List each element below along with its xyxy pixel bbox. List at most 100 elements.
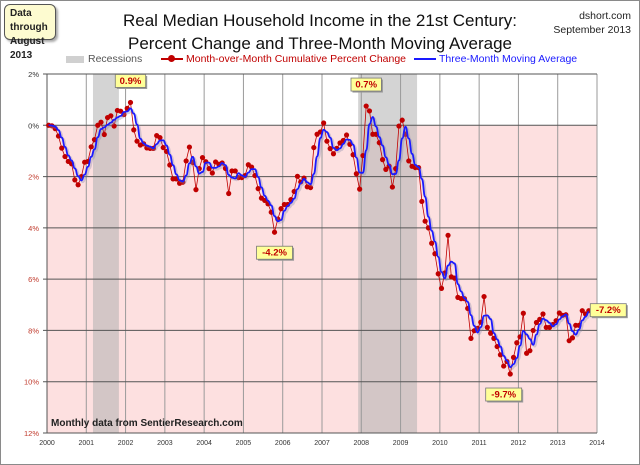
x-tick-label: 2009 <box>393 440 409 447</box>
data-point <box>294 173 301 179</box>
annotation-label: 0.7% <box>355 80 377 91</box>
data-point <box>62 153 68 160</box>
recession-band <box>358 74 418 433</box>
annotation-label: -9.7% <box>491 390 516 401</box>
data-point <box>101 131 107 138</box>
data-point <box>435 271 441 277</box>
data-point <box>396 123 402 129</box>
footnote: Monthly data from SentierResearch.com <box>51 418 243 429</box>
annotation-box <box>350 77 382 92</box>
legend-series1: Month-over-Month Cumulative Percent Chan… <box>161 53 406 65</box>
data-point <box>98 119 104 125</box>
data-point <box>199 154 206 161</box>
annotation-label: -4.2% <box>262 248 287 259</box>
data-point <box>363 103 369 109</box>
data-point <box>501 363 507 369</box>
data-point <box>232 168 238 174</box>
y-tick-label: 0% <box>28 121 39 130</box>
x-tick-label: 2004 <box>196 440 212 447</box>
data-point <box>95 122 101 128</box>
data-point <box>520 310 526 316</box>
data-point <box>167 162 173 168</box>
data-point <box>468 335 474 341</box>
data-point <box>533 319 540 326</box>
data-point <box>353 171 359 177</box>
data-point <box>514 340 520 346</box>
moving-average-shadow <box>50 108 591 370</box>
data-point <box>445 232 451 238</box>
data-point <box>118 108 124 114</box>
annotation-label: -7.2% <box>596 305 621 316</box>
data-point <box>226 190 232 197</box>
x-tick-label: 2005 <box>236 440 252 447</box>
legend-recession-swatch <box>66 55 84 63</box>
data-point <box>324 138 330 144</box>
data-point <box>357 186 363 192</box>
legend-series2-label: Three-Month Moving Average <box>439 53 578 65</box>
chart-legend: Recessions Month-over-Month Cumulative P… <box>0 53 640 67</box>
data-point <box>321 120 327 126</box>
annotation-box <box>485 387 523 402</box>
x-tick-label: 2000 <box>39 440 55 447</box>
data-point <box>271 229 278 235</box>
data-point <box>193 187 199 193</box>
legend-recessions-label: Recessions <box>88 53 143 65</box>
data-through-note: Data through August 2013 <box>4 4 56 61</box>
data-point <box>379 157 386 163</box>
data-point <box>481 293 487 300</box>
data-note-line1: Data through <box>10 8 48 33</box>
data-point <box>530 327 536 334</box>
y-tick-label: 8% <box>28 326 39 335</box>
x-tick-label: 2007 <box>314 440 330 447</box>
data-point <box>419 198 425 205</box>
y-tick-label: 2% <box>28 70 39 79</box>
x-tick-label: 2010 <box>432 440 448 447</box>
x-tick-label: 2001 <box>78 440 94 447</box>
x-tick-label: 2012 <box>511 440 527 447</box>
data-point <box>510 354 517 360</box>
chart-title-line1: Real Median Household Income in the 21st… <box>122 11 518 30</box>
x-tick-label: 2003 <box>157 440 173 447</box>
data-point <box>330 151 337 157</box>
x-tick-label: 2014 <box>589 440 605 447</box>
chart-credit: dshort.com September 2013 <box>553 9 631 37</box>
legend-series2-line <box>414 58 436 60</box>
x-tick-label: 2006 <box>275 440 291 447</box>
data-point <box>579 308 585 314</box>
chart-title: Real Median Household Income in the 21st… <box>90 9 550 55</box>
data-point <box>399 117 405 123</box>
annotation-box <box>256 245 293 260</box>
y-tick-label: 10% <box>24 378 39 387</box>
credit-date: September 2013 <box>553 24 631 36</box>
legend-series2: Three-Month Moving Average <box>414 53 577 65</box>
data-point <box>389 184 395 190</box>
legend-series1-label: Month-over-Month Cumulative Percent Chan… <box>186 53 407 65</box>
y-tick-label: 6% <box>28 275 39 284</box>
data-point <box>343 132 350 138</box>
data-point <box>111 123 117 129</box>
y-tick-label: 4% <box>28 224 39 233</box>
data-point <box>59 145 65 151</box>
x-tick-label: 2008 <box>353 440 369 447</box>
y-tick-label: 2% <box>28 173 39 182</box>
data-point <box>134 138 140 144</box>
legend-recessions: Recessions <box>66 53 142 65</box>
data-point <box>311 144 317 151</box>
data-point <box>406 158 412 164</box>
data-point <box>484 324 490 330</box>
data-point <box>494 343 500 350</box>
data-point <box>131 127 137 133</box>
data-point <box>206 166 212 172</box>
annotation-box <box>114 74 147 88</box>
data-point <box>255 186 261 192</box>
data-point <box>527 348 533 354</box>
data-point <box>72 177 78 183</box>
x-tick-label: 2011 <box>472 440 487 447</box>
data-point <box>183 158 189 164</box>
data-point <box>488 330 494 336</box>
credit-site: dshort.com <box>579 10 631 22</box>
annotation-label: 0.9% <box>120 76 142 87</box>
chart-title-line2: Percent Change and Three-Month Moving Av… <box>127 34 512 53</box>
data-point <box>366 108 373 114</box>
